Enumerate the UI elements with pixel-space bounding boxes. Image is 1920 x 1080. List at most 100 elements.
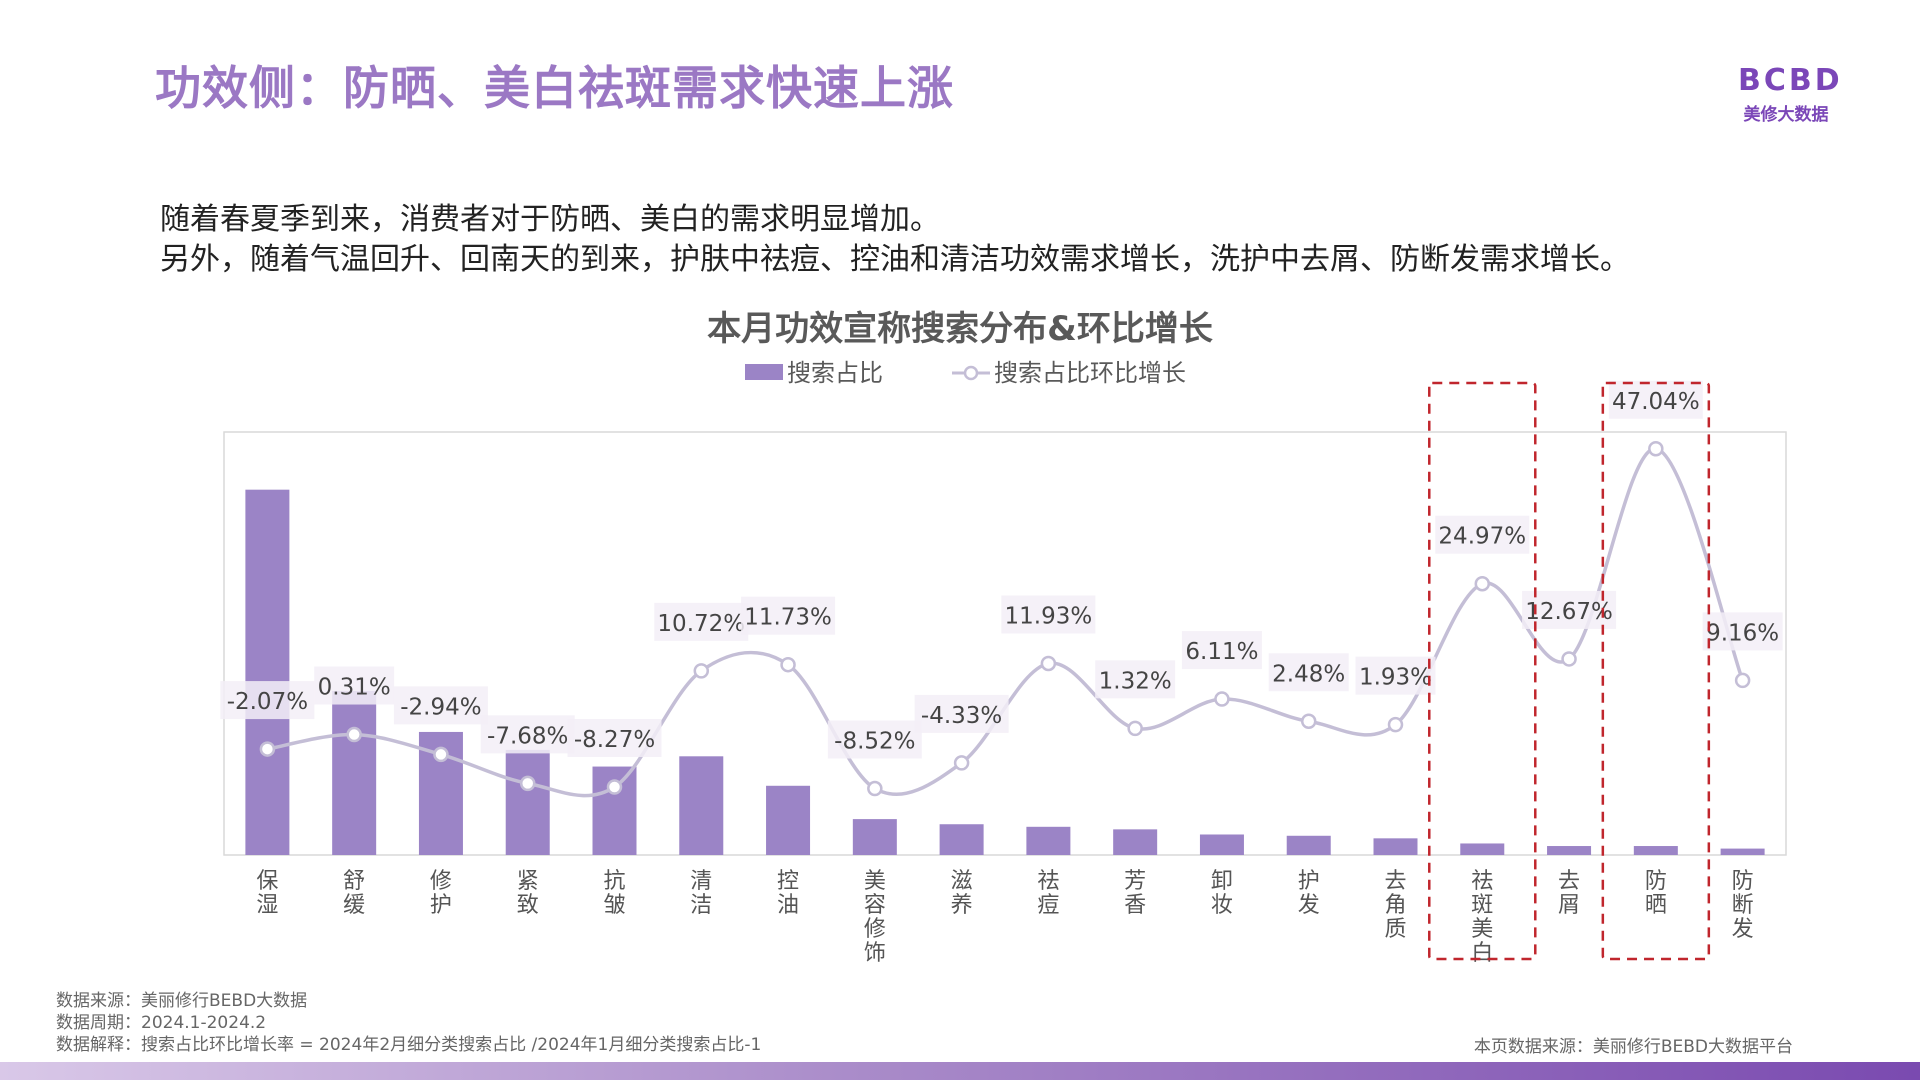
- bar-舒缓: [332, 690, 377, 855]
- category-label-祛痘: 祛痘: [1037, 869, 1059, 918]
- intro-text: 随着春夏季到来，消费者对于防晒、美白的需求明显增加。 另外，随着气温回升、回南天…: [160, 200, 1630, 280]
- legend-bar-label: 搜索占比: [787, 359, 883, 387]
- growth-point-滋养: [953, 755, 970, 771]
- growth-point-卸妆: [1214, 691, 1230, 707]
- bar-保湿: [245, 489, 290, 855]
- intro-line-1: 随着春夏季到来，消费者对于防晒、美白的需求明显增加。: [160, 202, 940, 237]
- growth-label-祛痘: 11.93%: [1005, 603, 1093, 629]
- growth-label-bg-祛痘: [1001, 595, 1096, 634]
- page-data-source: 本页数据来源：美丽修行BEBD大数据平台: [1473, 1037, 1793, 1057]
- growth-point-舒缓: [346, 726, 362, 743]
- growth-point-防晒: [1648, 441, 1664, 457]
- growth-point-防断发: [1734, 672, 1751, 689]
- growth-label-bg-抗皱: [567, 718, 662, 757]
- logo-mark: BCBD: [1738, 63, 1843, 98]
- category-label-滋养: 滋养: [951, 869, 973, 918]
- bar-控油: [766, 785, 811, 855]
- legend-line-label: 搜索占比环比增长: [994, 359, 1186, 387]
- growth-label-卸妆: 6.11%: [1185, 639, 1258, 665]
- category-label-舒缓: 舒缓: [343, 869, 365, 918]
- growth-label-防晒: 47.04%: [1612, 389, 1700, 415]
- growth-label-芳香: 1.32%: [1099, 668, 1172, 694]
- bar-防断发: [1720, 848, 1765, 855]
- growth-label-bg-祛斑美白: [1435, 515, 1530, 554]
- category-label-防晒: 防晒: [1645, 869, 1667, 918]
- growth-label-舒缓: 0.31%: [318, 675, 391, 701]
- growth-label-去角质: 1.93%: [1359, 665, 1432, 691]
- growth-label-bg-防晒: [1608, 380, 1703, 419]
- legend-bar-swatch: [745, 364, 783, 380]
- growth-label-bg-去屑: [1522, 590, 1617, 629]
- plot-area-border: [223, 431, 1787, 856]
- growth-label-修护: -2.94%: [400, 694, 481, 720]
- footnote-period: 数据周期：2024.1-2024.2: [56, 1013, 267, 1033]
- growth-point-保湿: [259, 741, 276, 757]
- category-label-控油: 控油: [777, 869, 799, 918]
- category-label-紧致: 紧致: [517, 869, 539, 918]
- category-label-卸妆: 卸妆: [1211, 869, 1233, 918]
- category-label-去屑: 去屑: [1558, 869, 1580, 918]
- growth-label-紧致: -7.68%: [487, 723, 568, 749]
- growth-label-保湿: -2.07%: [227, 689, 308, 715]
- bar-清洁: [679, 756, 724, 855]
- logo-subtitle: 美修大数据: [1743, 105, 1829, 125]
- growth-point-护发: [1300, 713, 1317, 730]
- bottom-accent-bar: [0, 1062, 1920, 1080]
- growth-label-bg-芳香: [1095, 660, 1176, 699]
- growth-label-控油: 11.73%: [744, 605, 832, 631]
- growth-label-bg-滋养: [914, 694, 1009, 733]
- growth-label-防断发: 9.16%: [1706, 620, 1779, 646]
- bar-滋养: [939, 824, 984, 855]
- growth-label-bg-保湿: [220, 681, 315, 720]
- category-label-护发: 护发: [1298, 869, 1320, 918]
- category-label-去角质: 去角质: [1384, 869, 1406, 942]
- bar-祛斑美白: [1460, 843, 1505, 855]
- bar-紧致: [505, 749, 550, 855]
- brand-logo: BCBD 美修大数据: [1738, 63, 1843, 126]
- bar-防晒: [1633, 846, 1678, 855]
- category-label-抗皱: 抗皱: [603, 869, 625, 918]
- bar-祛痘: [1026, 826, 1071, 855]
- bar-美容修饰: [852, 819, 897, 855]
- category-label-防断发: 防断发: [1732, 869, 1754, 942]
- category-label-修护: 修护: [430, 869, 452, 918]
- footnote-source: 数据来源：美丽修行BEBD大数据: [56, 991, 308, 1011]
- growth-point-紧致: [519, 775, 536, 792]
- footnote-explanation: 数据解释：搜索占比环比增长率 = 2024年2月细分类搜索占比 /2024年1月…: [56, 1035, 762, 1055]
- category-label-芳香: 芳香: [1124, 869, 1146, 918]
- growth-point-芳香: [1127, 720, 1143, 737]
- growth-label-bg-控油: [741, 596, 836, 635]
- growth-label-bg-舒缓: [314, 666, 395, 705]
- growth-label-bg-清洁: [654, 602, 749, 641]
- intro-line-2: 另外，随着气温回升、回南天的到来，护肤中祛痘、控油和清洁功效需求增长，洗护中去屑…: [160, 242, 1630, 277]
- growth-label-抗皱: -8.27%: [574, 727, 655, 753]
- bar-去屑: [1547, 846, 1592, 855]
- growth-label-护发: 2.48%: [1272, 661, 1345, 687]
- category-label-清洁: 清洁: [690, 869, 712, 918]
- growth-point-抗皱: [606, 779, 623, 795]
- growth-label-bg-护发: [1268, 653, 1349, 692]
- category-label-祛斑美白: 祛斑美白: [1471, 869, 1493, 966]
- growth-point-祛斑美白: [1474, 575, 1491, 592]
- growth-point-修护: [433, 746, 449, 763]
- growth-point-清洁: [693, 663, 710, 679]
- page-title: 功效侧：防晒、美白祛斑需求快速上涨: [155, 61, 954, 115]
- growth-point-美容修饰: [867, 780, 883, 797]
- bar-芳香: [1113, 829, 1158, 855]
- growth-label-去屑: 12.67%: [1525, 599, 1613, 625]
- growth-label-滋养: -4.33%: [921, 703, 1002, 729]
- growth-point-控油: [780, 656, 796, 673]
- legend-line-marker: [963, 365, 979, 381]
- growth-label-bg-紧致: [480, 715, 575, 754]
- growth-point-祛痘: [1040, 655, 1057, 672]
- growth-label-bg-修护: [393, 686, 488, 725]
- growth-label-bg-去角质: [1355, 656, 1436, 695]
- bar-去角质: [1373, 838, 1418, 855]
- growth-point-去屑: [1561, 651, 1577, 667]
- growth-label-清洁: 10.72%: [657, 611, 745, 637]
- footnotes: 数据来源：美丽修行BEBD大数据 数据周期：2024.1-2024.2 数据解释…: [56, 990, 761, 1056]
- category-label-美容修饰: 美容修饰: [864, 869, 886, 966]
- growth-label-祛斑美白: 24.97%: [1438, 524, 1526, 550]
- growth-point-去角质: [1387, 716, 1404, 733]
